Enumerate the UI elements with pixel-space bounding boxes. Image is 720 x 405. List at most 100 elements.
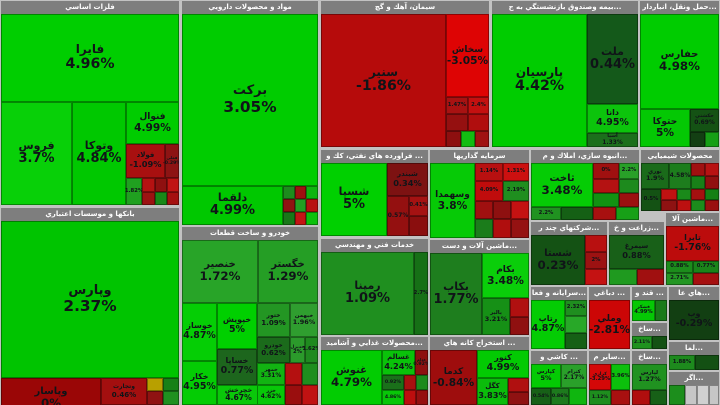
tile[interactable]: 1.12% <box>589 390 611 405</box>
sector-header[interactable]: ...ساخ <box>632 351 667 364</box>
tile-نوري[interactable]: نوري 1.9% <box>641 163 669 189</box>
tile-رمپنا[interactable]: رمپنا 1.09% <box>321 252 414 335</box>
tile-غسالم[interactable]: غسالم 4.24% <box>382 350 415 375</box>
tile-وتجارت[interactable]: وتجارت 0.46% <box>101 378 147 405</box>
tile-خزر[interactable]: خزر 4.62% <box>257 385 285 405</box>
tile[interactable] <box>510 317 529 335</box>
tile[interactable]: 1.14% <box>475 163 503 181</box>
tile[interactable]: 3.96% <box>611 364 630 390</box>
tile[interactable] <box>561 207 593 220</box>
tile[interactable] <box>285 385 302 405</box>
tile[interactable]: 2.7% <box>414 252 428 335</box>
tile[interactable] <box>705 189 719 200</box>
tile-فولاد[interactable]: فولاد -1.09% <box>126 144 165 178</box>
tile[interactable] <box>661 189 677 200</box>
tile[interactable]: 2.71% <box>666 273 693 285</box>
tile[interactable]: 1.62% <box>302 337 318 363</box>
tile[interactable]: 0.88% <box>666 261 693 273</box>
tile-خساپا[interactable]: خساپا 0.77% <box>217 349 257 385</box>
tile-خنصير[interactable]: خنصير 1.72% <box>182 240 258 303</box>
tile[interactable] <box>142 178 155 192</box>
tile[interactable] <box>493 219 511 238</box>
tile[interactable]: 4.58% <box>669 163 691 189</box>
tile[interactable] <box>511 219 529 238</box>
tile[interactable]: 0.41% <box>409 196 428 216</box>
tile-سخاش[interactable]: سخاش -3.05% <box>446 14 489 97</box>
tile[interactable] <box>705 176 719 189</box>
tile-خكار[interactable]: خكار 4.95% <box>182 361 217 405</box>
tile[interactable]: 1.31% <box>503 163 529 181</box>
tile[interactable] <box>669 385 685 405</box>
tile[interactable] <box>306 212 318 225</box>
sector-header[interactable]: ...ساير م <box>589 351 630 364</box>
tile[interactable] <box>283 186 295 199</box>
tile[interactable] <box>691 200 705 211</box>
tile[interactable] <box>493 201 511 219</box>
tile[interactable]: 2.19% <box>503 181 529 201</box>
sector-header[interactable]: ...ساخ <box>632 323 667 336</box>
tile[interactable] <box>637 269 664 285</box>
tile-حتوكا[interactable]: حتوكا 5% <box>640 109 690 147</box>
tile[interactable] <box>508 392 529 405</box>
tile[interactable] <box>690 132 705 147</box>
tile-ختور[interactable]: ختور 1.09% <box>257 303 290 337</box>
tile[interactable] <box>306 199 318 212</box>
tile[interactable]: 0.86% <box>551 388 569 405</box>
tile[interactable] <box>569 388 587 405</box>
tile-فروس[interactable]: فروس 3.7% <box>1 102 72 205</box>
tile[interactable]: 0.54% <box>531 388 551 405</box>
tile[interactable]: 1.47% <box>446 97 468 114</box>
tile[interactable]: 2.2% <box>619 163 639 179</box>
tile[interactable] <box>163 378 179 391</box>
tile-وب[interactable]: وب -0.29% <box>669 300 719 340</box>
tile-دانا[interactable]: دانا 4.95% <box>587 104 638 133</box>
tile[interactable] <box>416 390 428 405</box>
tile-خگستر[interactable]: خگستر 1.29% <box>258 240 318 303</box>
tile[interactable] <box>409 216 428 236</box>
tile[interactable] <box>652 336 667 349</box>
tile-بكاب[interactable]: بكاب 1.77% <box>430 253 482 335</box>
sector-header[interactable]: خدمات فني و مهندسي <box>321 239 428 252</box>
tile-شبندر[interactable]: شبندر 0.34% <box>387 163 428 196</box>
tile[interactable] <box>691 163 705 176</box>
tile[interactable] <box>593 207 616 220</box>
tile[interactable] <box>705 163 719 176</box>
sector-header[interactable]: محصولات شيميايي <box>641 150 719 163</box>
tile[interactable] <box>609 269 637 285</box>
tile[interactable] <box>285 363 302 385</box>
tile[interactable] <box>709 385 719 405</box>
tile[interactable] <box>677 189 691 200</box>
sector-header[interactable]: سيمان، آهك و گچ <box>321 1 489 14</box>
tile[interactable] <box>404 375 416 390</box>
tile[interactable] <box>475 131 489 147</box>
tile-كرازي[interactable]: كرازي -3.29% <box>589 364 611 390</box>
tile[interactable]: 2.4% <box>468 97 489 114</box>
tile[interactable] <box>693 273 719 285</box>
tile[interactable] <box>677 200 691 211</box>
tile[interactable] <box>691 176 705 189</box>
tile-خمهر[interactable]: خمهر 3.31% <box>257 363 285 385</box>
tile-حفارس[interactable]: حفارس 4.98% <box>640 14 719 109</box>
tile[interactable] <box>616 207 639 220</box>
tile[interactable] <box>147 378 163 391</box>
tile[interactable] <box>508 378 529 392</box>
tile[interactable] <box>155 178 167 192</box>
tile[interactable] <box>475 219 493 238</box>
tile-فايرا[interactable]: فايرا 4.96% <box>1 14 179 102</box>
sector-header[interactable]: ...اگر <box>669 372 719 385</box>
tile[interactable] <box>619 179 639 193</box>
sector-header[interactable]: ...ماشين آلات و دست <box>430 240 529 253</box>
tile[interactable] <box>302 363 318 385</box>
tile[interactable] <box>147 391 163 405</box>
tile[interactable] <box>691 189 705 200</box>
tile[interactable]: 1.88% <box>669 355 695 370</box>
tile[interactable] <box>283 212 295 225</box>
tile[interactable] <box>167 192 179 205</box>
tile[interactable] <box>306 186 318 199</box>
tile[interactable] <box>475 201 493 219</box>
sector-header[interactable]: ...ماشين آلا <box>666 213 719 226</box>
tile-وملي[interactable]: وملي -2.81% <box>589 300 630 349</box>
tile[interactable] <box>619 193 639 207</box>
sector-header[interactable]: ...لما <box>669 342 719 355</box>
tile[interactable] <box>593 193 619 207</box>
